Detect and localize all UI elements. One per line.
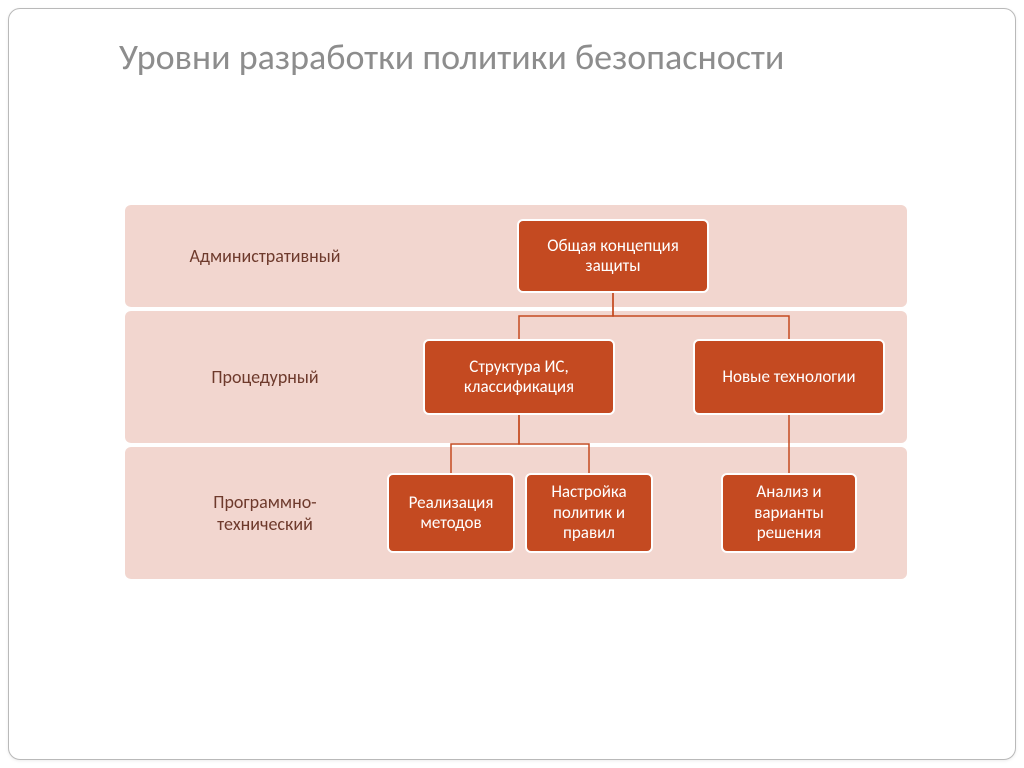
band-label-administrative: Административный — [149, 245, 381, 267]
node-structure: Структура ИС, классификация — [423, 339, 615, 415]
band-label-technical: Программно-технический — [149, 491, 381, 535]
slide-title: Уровни разработки политики безопасности — [119, 37, 879, 78]
node-implementation: Реализация методов — [387, 473, 515, 553]
node-concept: Общая концепция защиты — [517, 219, 709, 293]
node-analysis: Анализ и варианты решения — [721, 473, 857, 553]
band-administrative: Административный — [125, 205, 907, 307]
band-label-procedural: Процедурный — [149, 366, 381, 388]
node-technologies: Новые технологии — [693, 339, 885, 415]
node-configuration: Настройка политик и правил — [525, 473, 653, 553]
slide-frame: Уровни разработки политики безопасности … — [8, 8, 1016, 760]
